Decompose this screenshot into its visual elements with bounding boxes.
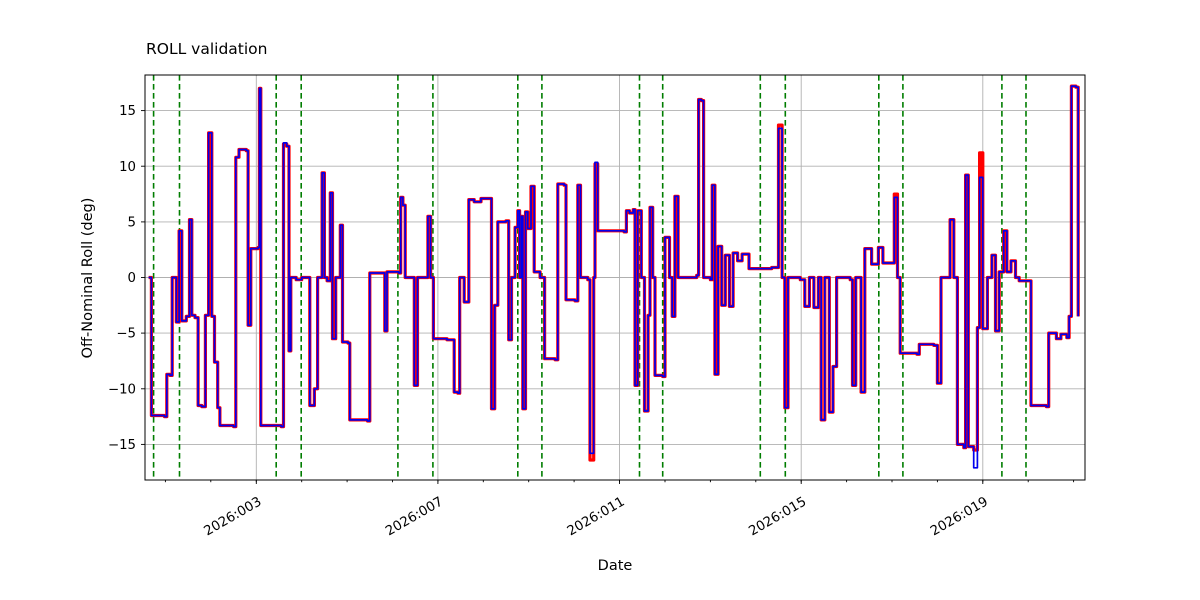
axis-ticks (141, 110, 1075, 484)
tick-labels: 2026:003 2026:007 2026:011 2026:015 2026:019… (108, 104, 991, 539)
y-tick-label: −15 (108, 438, 136, 453)
y-tick-label: −10 (108, 382, 136, 397)
y-tick-label: 0 (128, 271, 136, 286)
x-tick-label: 2026:015 (747, 494, 810, 539)
x-axis-label: Date (597, 558, 633, 574)
y-tick-label: 5 (128, 216, 136, 231)
x-tick-label: 2026:011 (565, 494, 628, 539)
x-tick-label: 2026:007 (383, 494, 446, 539)
x-tick-label: 2026:019 (928, 494, 991, 539)
chart-title: ROLL validation (146, 40, 268, 58)
x-tick-label: 2026:003 (202, 494, 265, 539)
blue-series-path (148, 85, 1080, 469)
y-tick-label: 10 (119, 160, 136, 175)
y-tick-label: −5 (116, 327, 136, 342)
y-tick-label: 15 (119, 104, 136, 119)
red-series-path (148, 84, 1080, 462)
